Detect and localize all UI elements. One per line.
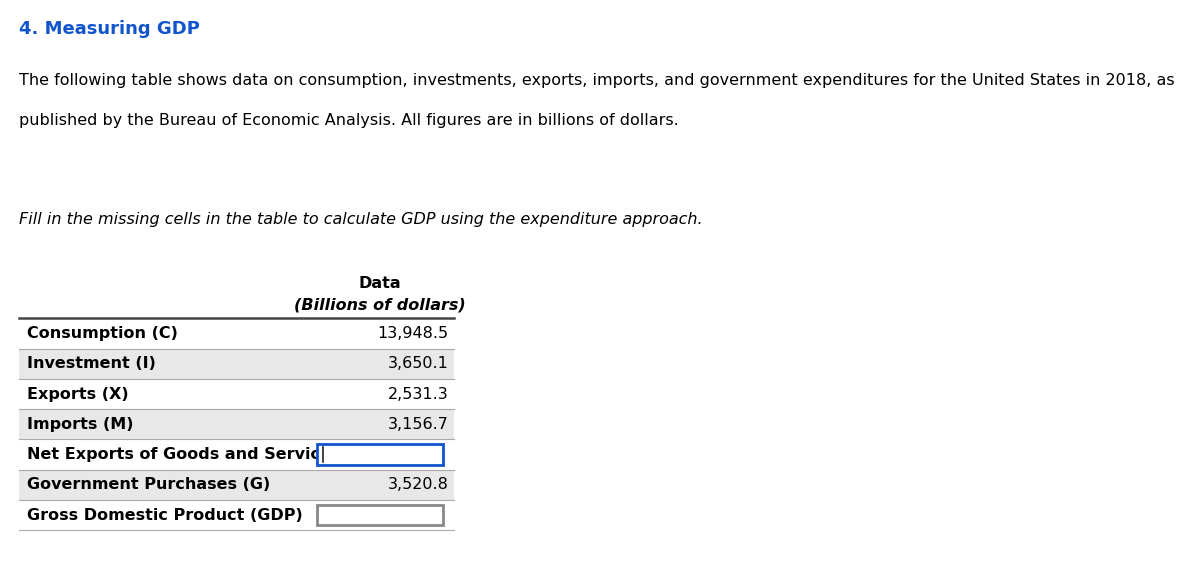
Text: Exports (X): Exports (X): [26, 386, 128, 402]
Bar: [317, 444, 443, 465]
Bar: [19, 409, 454, 439]
Text: Investment (I): Investment (I): [26, 356, 156, 371]
Bar: [19, 470, 454, 500]
Text: 13,948.5: 13,948.5: [377, 326, 449, 341]
Text: 3,520.8: 3,520.8: [388, 477, 449, 492]
Text: 2,531.3: 2,531.3: [388, 386, 449, 402]
Bar: [317, 505, 443, 526]
Text: Imports (M): Imports (M): [26, 417, 133, 432]
Text: Data: Data: [359, 276, 401, 291]
Text: published by the Bureau of Economic Analysis. All figures are in billions of dol: published by the Bureau of Economic Anal…: [19, 113, 679, 129]
Text: 3,156.7: 3,156.7: [388, 417, 449, 432]
Text: Gross Domestic Product (GDP): Gross Domestic Product (GDP): [26, 508, 302, 523]
Text: Government Purchases (G): Government Purchases (G): [26, 477, 270, 492]
Text: The following table shows data on consumption, investments, exports, imports, an: The following table shows data on consum…: [19, 73, 1175, 88]
Text: Consumption (C): Consumption (C): [26, 326, 178, 341]
Bar: [19, 349, 454, 379]
Text: 3,650.1: 3,650.1: [388, 356, 449, 371]
Text: 4. Measuring GDP: 4. Measuring GDP: [19, 20, 200, 38]
Text: (Billions of dollars): (Billions of dollars): [294, 297, 466, 313]
Text: Net Exports of Goods and Services: Net Exports of Goods and Services: [26, 447, 340, 462]
Text: Fill in the missing cells in the table to calculate GDP using the expenditure ap: Fill in the missing cells in the table t…: [19, 212, 703, 228]
